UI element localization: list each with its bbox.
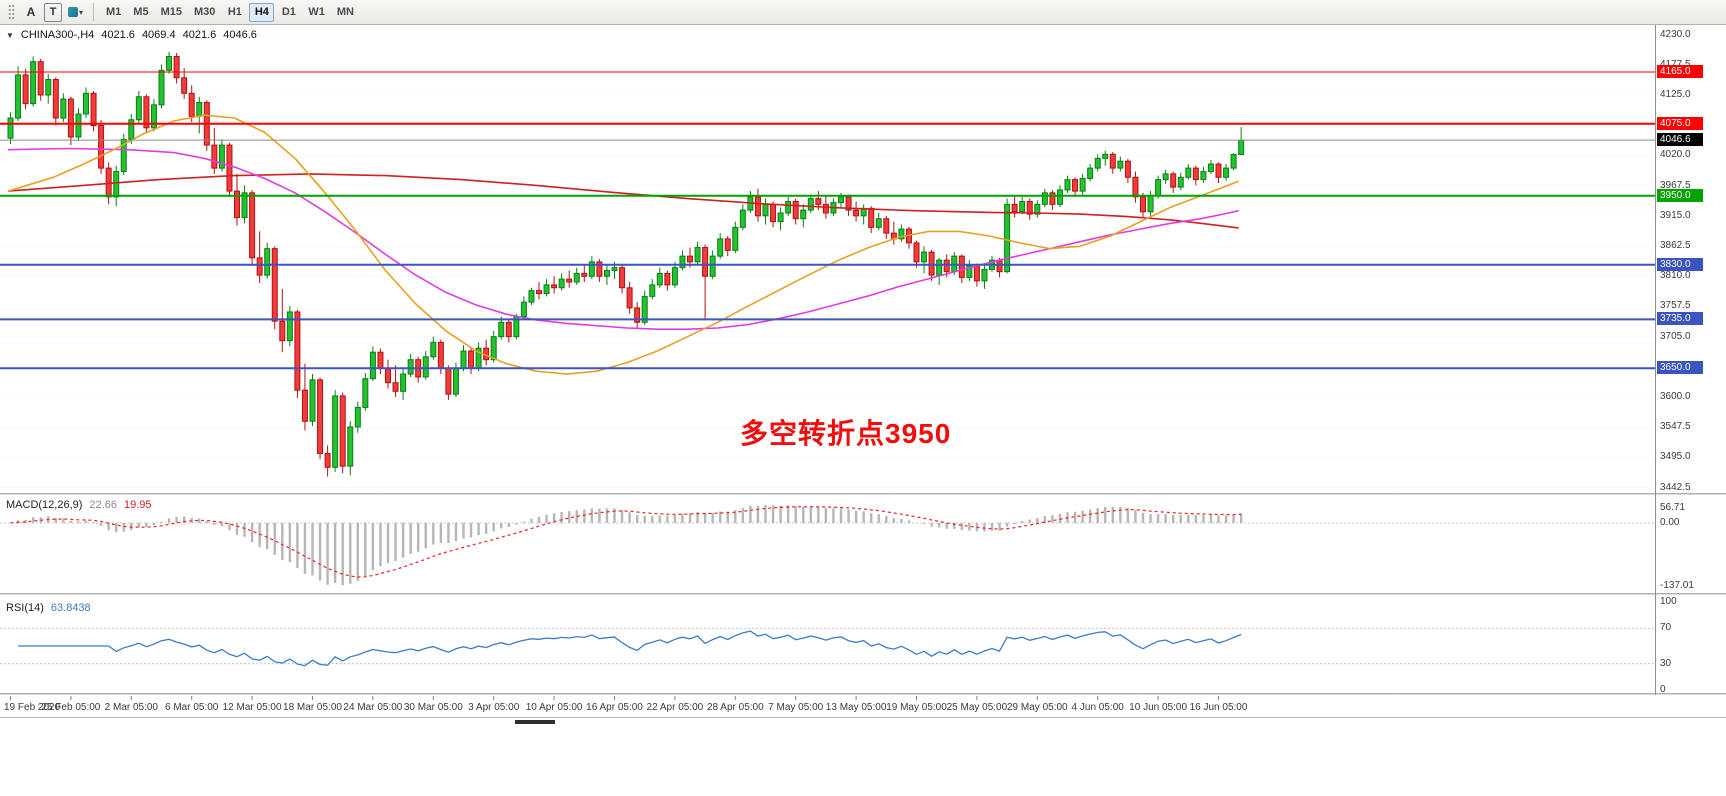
symbol-dropdown-icon[interactable]: ▼ [6, 30, 14, 40]
timeframe-button-H1[interactable]: H1 [227, 6, 242, 18]
toolbar: A T ▾ M1 M5 M15 M30 H1 H4 D1 W1 MN [0, 0, 1726, 25]
rsi-indicator-label: RSI(14) 63.8438 [6, 602, 91, 614]
pane-separator-macd[interactable] [0, 493, 1726, 495]
timeframe-button-H4[interactable]: H4 [249, 2, 275, 22]
timeframe-button-M30[interactable]: M30 [193, 6, 216, 18]
macd-name: MACD(12,26,9) [6, 499, 83, 511]
ohlc-open: 4021.6 [101, 29, 135, 41]
ohlc-high: 4069.4 [141, 29, 176, 41]
macd-indicator-label: MACD(12,26,9) 22.66 19.95 [6, 499, 151, 511]
timeframe-button-M15[interactable]: M15 [160, 6, 182, 18]
horizontal-scrollbar-thumb[interactable] [515, 720, 555, 724]
chart-type-icon [68, 7, 78, 17]
macd-main-value: 22.66 [89, 499, 117, 511]
macd-signal-value: 19.95 [123, 499, 152, 511]
rsi-value: 63.8438 [50, 602, 91, 614]
ma-fast-orange [7, 114, 1239, 375]
toolbar-separator [93, 3, 95, 21]
timeframe-button-M5[interactable]: M5 [133, 6, 149, 18]
symbol-label: CHINA300-,H4 [20, 29, 95, 41]
ma-mid-magenta [7, 147, 1239, 331]
text-annotation[interactable]: 多空转折点3950 [740, 418, 952, 449]
timeframe-button-M1[interactable]: M1 [106, 6, 122, 18]
text-tool-button[interactable]: T [44, 2, 62, 22]
pane-separator-rsi[interactable] [0, 593, 1726, 595]
ohlc-close: 4046.6 [223, 29, 257, 41]
symbol-ohlc-header: ▼ CHINA300-,H4 4021.6 4069.4 4021.6 4046… [6, 29, 257, 41]
ma-long-red [7, 173, 1239, 229]
toolbar-grip[interactable] [8, 4, 15, 20]
cursor-mode-button[interactable]: A [26, 5, 36, 19]
pane-separator-timeaxis [0, 693, 1726, 695]
chart-type-button[interactable]: ▾ [68, 7, 83, 17]
chevron-down-icon: ▾ [79, 7, 84, 17]
ohlc-low: 4021.6 [182, 29, 217, 41]
timeframe-buttons: M1 M5 M15 M30 H1 H4 D1 W1 MN [100, 2, 360, 22]
price-scale-separator [1655, 25, 1656, 695]
timeframe-button-D1[interactable]: D1 [281, 6, 296, 18]
timeframe-button-MN[interactable]: MN [336, 6, 354, 18]
timeframe-button-W1[interactable]: W1 [308, 6, 325, 18]
rsi-name: RSI(14) [6, 602, 44, 614]
window-bottom-border [0, 717, 1726, 718]
